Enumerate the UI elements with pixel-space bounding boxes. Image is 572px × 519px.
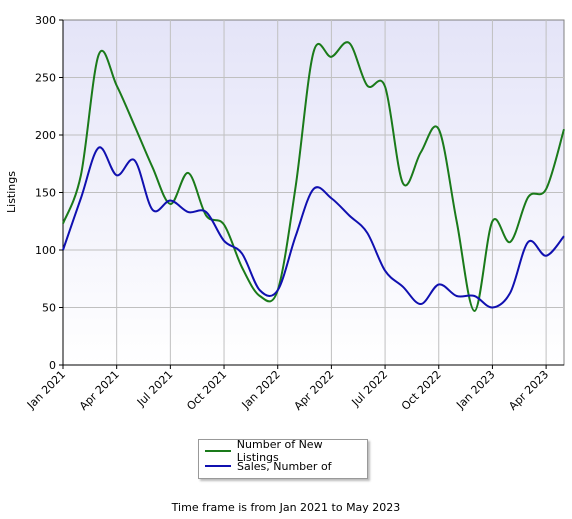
legend-swatch-new-listings [205,450,231,452]
y-tick-label: 50 [42,302,56,315]
line-chart: 0 50 100 150 200 250 300 Jan 2021 Apr 2021 Jul 2… [5,14,565,413]
series-lines [62,41,565,312]
y-tick-label: 150 [35,187,56,200]
x-tick-label: Apr 2022 [292,368,337,413]
legend-label-sales: Sales, Number of [237,459,332,473]
y-axis: 0 50 100 150 200 250 300 [35,14,64,372]
y-axis-title: Listings [5,171,18,213]
legend-label-new-listings: Number of New Listings [236,438,323,464]
legend-swatch-sales [205,465,231,467]
x-tick-label: Jan 2021 [24,368,68,412]
x-tick-label: Oct 2022 [399,368,444,413]
time-frame-caption: Time frame is from Jan 2021 to May 2023 [171,501,401,514]
y-tick-label: 300 [35,14,56,27]
grid-lines [63,20,564,365]
series-line-sales [62,146,565,309]
legend-item-new-listings: Number of New Listings [205,438,367,464]
x-tick-label: Jul 2022 [349,368,391,410]
x-tick-label: Oct 2021 [184,368,229,413]
y-tick-label: 0 [49,359,56,372]
y-tick-label: 200 [35,129,56,142]
x-tick-label: Apr 2021 [77,368,122,413]
y-tick-label: 250 [35,72,56,85]
legend: Number of New Listings Sales, Number of [198,438,368,479]
x-tick-label: Jan 2022 [239,368,283,412]
series-line-new-listings [62,41,565,312]
y-tick-label: 100 [35,244,56,257]
x-axis: Jan 2021 Apr 2021 Jul 2021 Oct 2021 Jan 2022… [24,364,564,413]
x-tick-label: Apr 2023 [506,368,551,413]
x-tick-label: Jul 2021 [134,368,176,410]
legend-item-sales: Sales, Number of [205,459,332,473]
x-tick-label: Jan 2023 [453,368,497,412]
